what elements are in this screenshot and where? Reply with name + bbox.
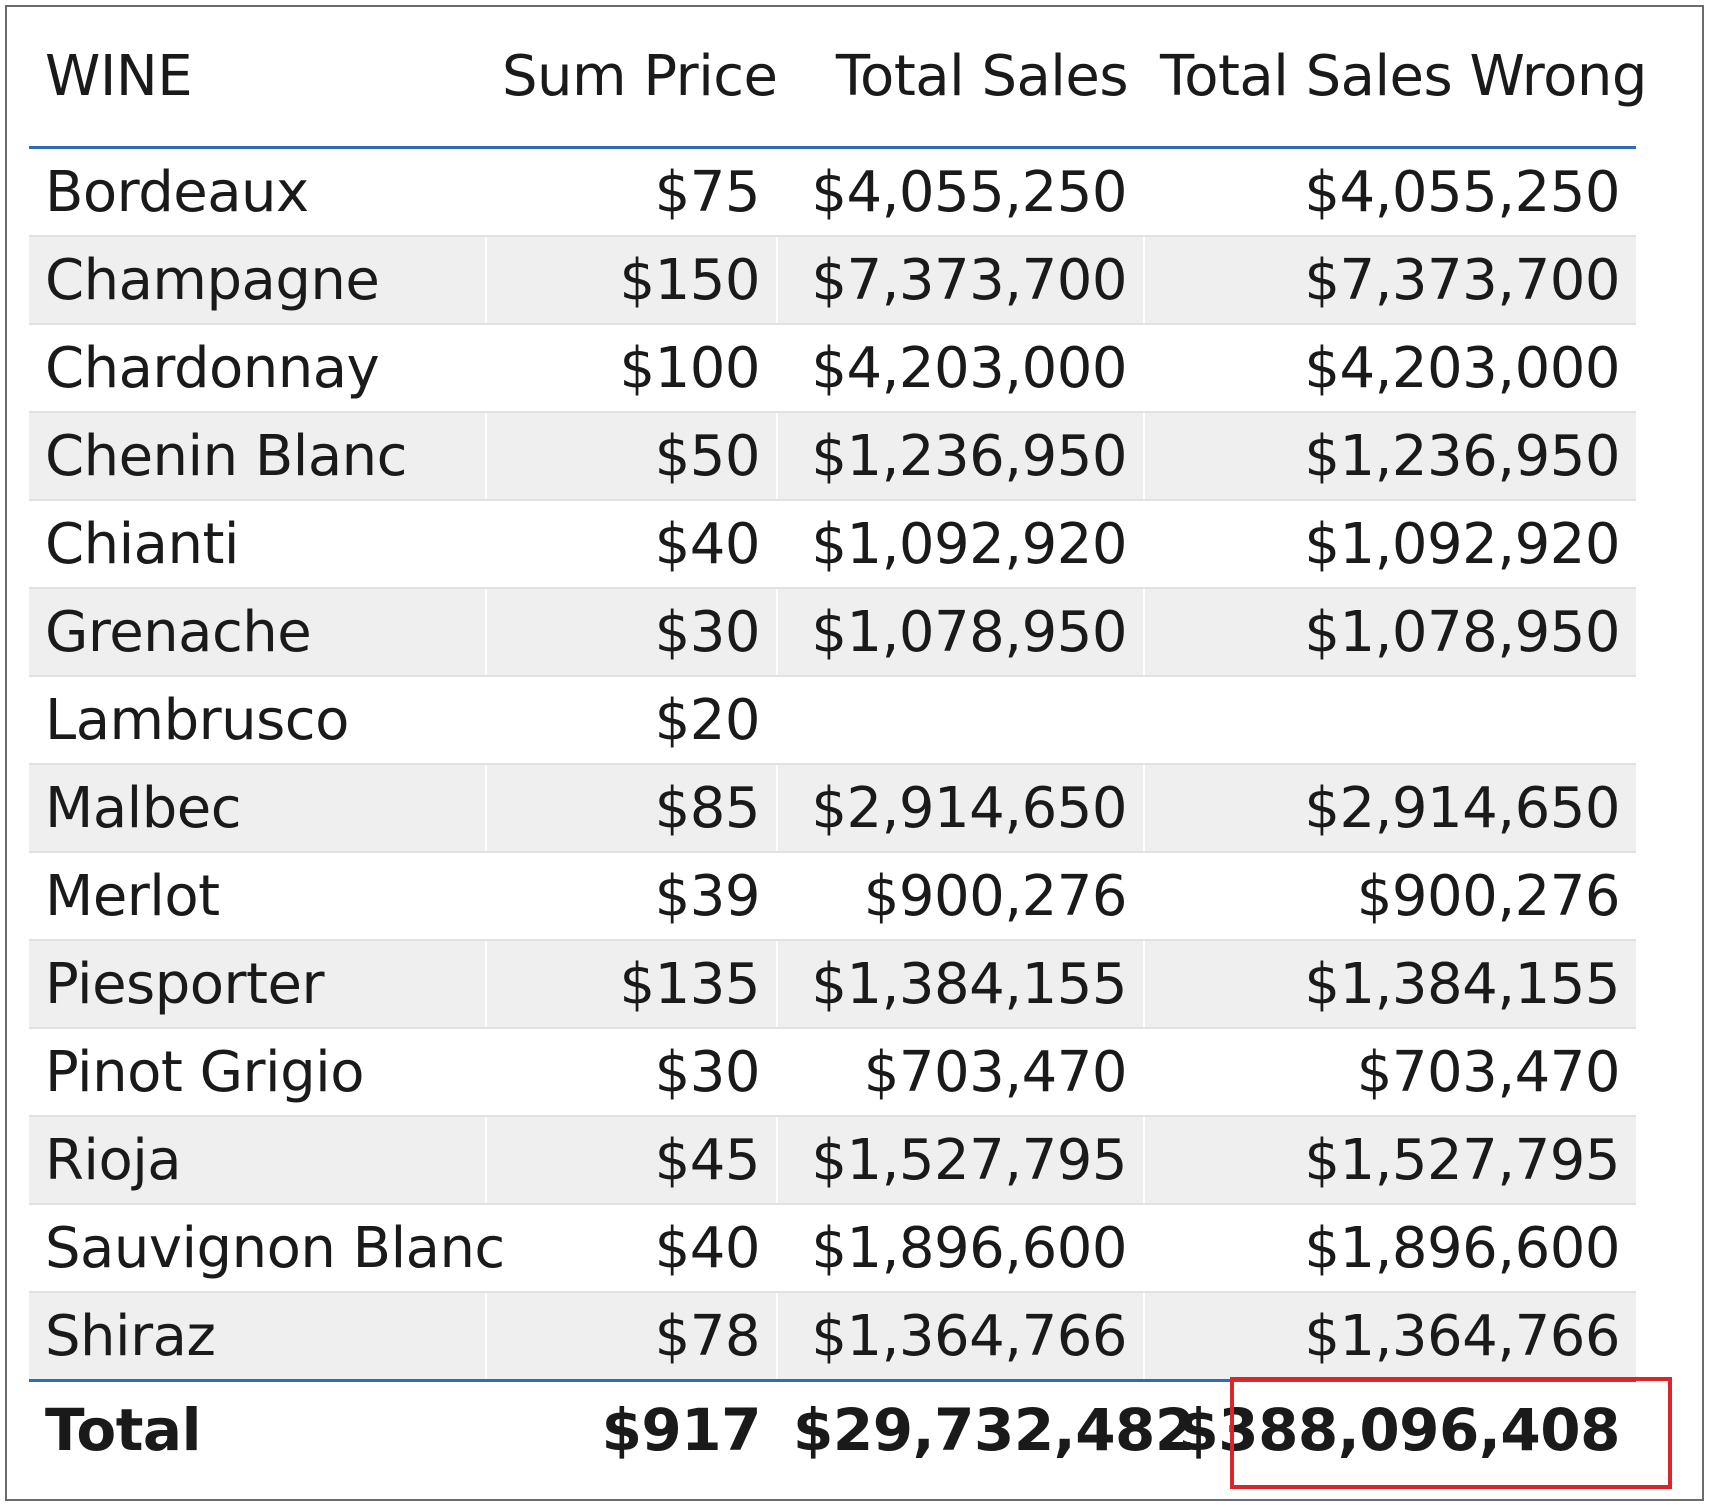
cell-total-sales-wrong: $1,896,600 bbox=[1143, 1204, 1636, 1293]
cell-total-sales-wrong: $1,527,795 bbox=[1143, 1116, 1636, 1205]
cell-sum-price: $75 bbox=[485, 147, 777, 237]
cell-sum-price: $30 bbox=[485, 588, 777, 677]
cell-wine: Shiraz bbox=[29, 1292, 486, 1382]
table-row[interactable]: Shiraz $78 $1,364,766 $1,364,766 bbox=[29, 1292, 1636, 1382]
cell-sum-price: $85 bbox=[485, 764, 777, 853]
header-row: WINE Sum Price Total Sales Total Sales W… bbox=[29, 7, 1647, 149]
total-sum-price: $917 bbox=[486, 1379, 777, 1478]
cell-sum-price: $40 bbox=[485, 1204, 777, 1293]
cell-total-sales: $1,384,155 bbox=[776, 940, 1144, 1029]
table-body: Bordeaux $75 $4,055,250 $4,055,250 Champagne… bbox=[29, 147, 1636, 1382]
cell-wine: Champagne bbox=[29, 236, 486, 325]
cell-total-sales-wrong: $1,078,950 bbox=[1143, 588, 1636, 677]
cell-wine: Rioja bbox=[29, 1116, 486, 1205]
cell-wine: Chardonnay bbox=[29, 324, 486, 413]
cell-sum-price: $135 bbox=[485, 940, 777, 1029]
cell-sum-price: $45 bbox=[485, 1116, 777, 1205]
cell-sum-price: $50 bbox=[485, 412, 777, 501]
wine-sales-table: WINE Sum Price Total Sales Total Sales W… bbox=[29, 7, 1647, 1478]
cell-wine: Bordeaux bbox=[29, 147, 486, 237]
table-row[interactable]: Sauvignon Blanc $40 $1,896,600 $1,896,600 bbox=[29, 1204, 1636, 1293]
table-row[interactable]: Malbec $85 $2,914,650 $2,914,650 bbox=[29, 764, 1636, 853]
cell-total-sales: $1,078,950 bbox=[776, 588, 1144, 677]
cell-wine: Grenache bbox=[29, 588, 486, 677]
table-row[interactable]: Grenache $30 $1,078,950 $1,078,950 bbox=[29, 588, 1636, 677]
cell-wine: Chenin Blanc bbox=[29, 412, 486, 501]
cell-total-sales: $1,527,795 bbox=[776, 1116, 1144, 1205]
table-row[interactable]: Piesporter $135 $1,384,155 $1,384,155 bbox=[29, 940, 1636, 1029]
cell-wine: Pinot Grigio bbox=[29, 1028, 486, 1117]
cell-total-sales-wrong: $7,373,700 bbox=[1143, 236, 1636, 325]
total-row: Total $917 $29,732,482 $388,096,408 bbox=[29, 1379, 1636, 1478]
table-row[interactable]: Merlot $39 $900,276 $900,276 bbox=[29, 852, 1636, 941]
cell-total-sales-wrong bbox=[1143, 676, 1636, 765]
table-header: WINE Sum Price Total Sales Total Sales W… bbox=[29, 7, 1647, 149]
table-row[interactable]: Chardonnay $100 $4,203,000 $4,203,000 bbox=[29, 324, 1636, 413]
cell-total-sales-wrong: $4,055,250 bbox=[1143, 147, 1636, 237]
cell-total-sales-wrong: $703,470 bbox=[1143, 1028, 1636, 1117]
table-row[interactable]: Rioja $45 $1,527,795 $1,527,795 bbox=[29, 1116, 1636, 1205]
column-header-wine[interactable]: WINE bbox=[29, 7, 486, 149]
cell-sum-price: $150 bbox=[485, 236, 777, 325]
column-header-total-sales[interactable]: Total Sales bbox=[777, 7, 1144, 149]
table-row[interactable]: Lambrusco $20 bbox=[29, 676, 1636, 765]
table-visual: WINE Sum Price Total Sales Total Sales W… bbox=[5, 5, 1704, 1501]
cell-sum-price: $40 bbox=[485, 500, 777, 589]
cell-wine: Sauvignon Blanc bbox=[29, 1204, 505, 1293]
cell-total-sales: $703,470 bbox=[776, 1028, 1144, 1117]
cell-total-sales-wrong: $1,384,155 bbox=[1143, 940, 1636, 1029]
table-row[interactable]: Champagne $150 $7,373,700 $7,373,700 bbox=[29, 236, 1636, 325]
column-header-total-sales-wrong[interactable]: Total Sales Wrong bbox=[1144, 7, 1647, 149]
cell-total-sales: $2,914,650 bbox=[776, 764, 1144, 853]
table-row[interactable]: Pinot Grigio $30 $703,470 $703,470 bbox=[29, 1028, 1636, 1117]
cell-total-sales-wrong: $1,092,920 bbox=[1143, 500, 1636, 589]
cell-total-sales: $1,364,766 bbox=[776, 1292, 1144, 1382]
table-row[interactable]: Chenin Blanc $50 $1,236,950 $1,236,950 bbox=[29, 412, 1636, 501]
cell-wine: Malbec bbox=[29, 764, 486, 853]
cell-sum-price: $100 bbox=[485, 324, 777, 413]
cell-total-sales-wrong: $1,364,766 bbox=[1143, 1292, 1636, 1382]
cell-total-sales bbox=[776, 676, 1144, 765]
cell-wine: Piesporter bbox=[29, 940, 486, 1029]
total-label: Total bbox=[29, 1379, 486, 1478]
cell-total-sales: $1,896,600 bbox=[776, 1204, 1144, 1293]
total-total-sales: $29,732,482 bbox=[777, 1379, 1195, 1478]
cell-total-sales: $900,276 bbox=[776, 852, 1144, 941]
cell-total-sales: $4,203,000 bbox=[776, 324, 1144, 413]
cell-total-sales-wrong: $2,914,650 bbox=[1143, 764, 1636, 853]
cell-wine: Chianti bbox=[29, 500, 486, 589]
cell-total-sales-wrong: $1,236,950 bbox=[1143, 412, 1636, 501]
table-row[interactable]: Bordeaux $75 $4,055,250 $4,055,250 bbox=[29, 147, 1636, 237]
cell-sum-price: $39 bbox=[485, 852, 777, 941]
table-row[interactable]: Chianti $40 $1,092,920 $1,092,920 bbox=[29, 500, 1636, 589]
table-footer: Total $917 $29,732,482 $388,096,408 bbox=[29, 1379, 1636, 1478]
cell-sum-price: $20 bbox=[485, 676, 777, 765]
cell-total-sales-wrong: $900,276 bbox=[1143, 852, 1636, 941]
cell-total-sales: $1,236,950 bbox=[776, 412, 1144, 501]
cell-wine: Lambrusco bbox=[29, 676, 486, 765]
cell-total-sales-wrong: $4,203,000 bbox=[1143, 324, 1636, 413]
cell-wine: Merlot bbox=[29, 852, 486, 941]
cell-sum-price: $30 bbox=[485, 1028, 777, 1117]
cell-total-sales: $1,092,920 bbox=[776, 500, 1144, 589]
cell-total-sales: $4,055,250 bbox=[776, 147, 1144, 237]
cell-sum-price: $78 bbox=[485, 1292, 777, 1382]
column-header-sum-price[interactable]: Sum Price bbox=[486, 7, 778, 149]
total-total-sales-wrong: $388,096,408 bbox=[1144, 1379, 1636, 1478]
cell-total-sales: $7,373,700 bbox=[776, 236, 1144, 325]
